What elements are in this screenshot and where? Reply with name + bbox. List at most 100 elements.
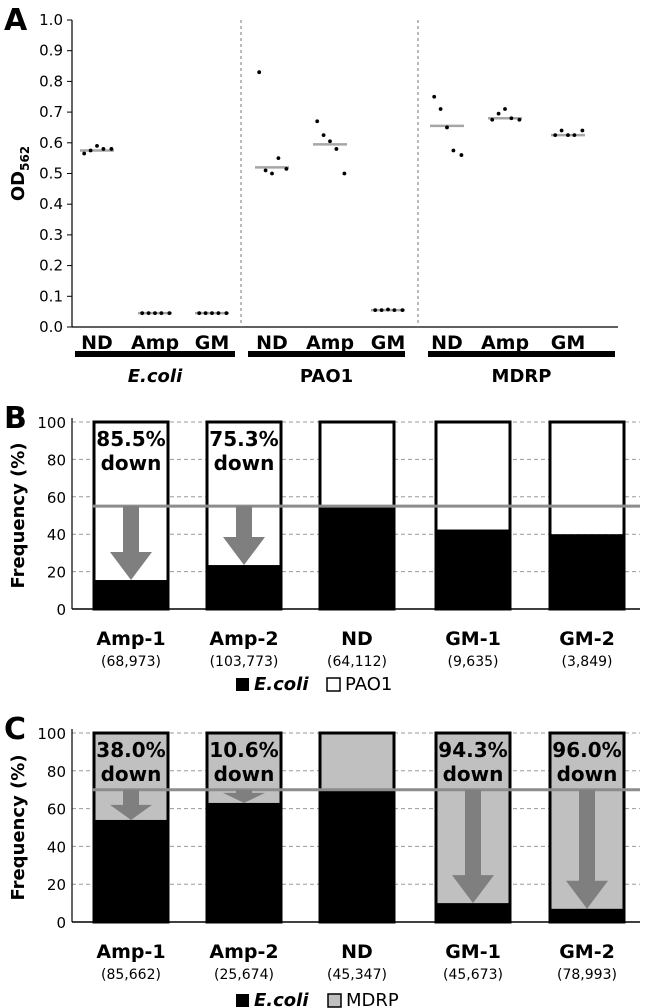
panel-a-data-point: [572, 133, 577, 138]
panel-b-count-label: (64,112): [327, 654, 387, 670]
panel-a-data-point: [509, 116, 514, 121]
panel-a-ytick-label: 0.3: [39, 226, 63, 244]
panel-b-bar-bottom-segment: [550, 534, 624, 609]
panel-a-data-point: [224, 311, 229, 316]
panel-a-data-point: [400, 308, 405, 313]
panel-c-ytick-label: 40: [47, 838, 66, 856]
panel-a-group-label: PAO1: [300, 366, 353, 387]
panel-b-ytick-label: 0: [56, 601, 66, 619]
panel-c-annotation-word: down: [557, 762, 618, 786]
panel-a-group-label: E.coli: [128, 366, 183, 387]
panel-c-category-label: Amp-2: [209, 941, 278, 963]
panel-b-category-label: GM-2: [559, 628, 615, 650]
panel-c-bar-bottom-segment: [320, 789, 394, 922]
panel-c-down-arrow: [223, 789, 265, 803]
panel-a-category-label: Amp: [481, 332, 529, 354]
panel-c-category-label: ND: [341, 941, 373, 963]
panel-c-down-arrow: [566, 789, 608, 909]
panel-c-category-label: Amp-1: [96, 941, 165, 963]
panel-a-data-point: [315, 119, 320, 124]
panel-b-category-label: Amp-2: [209, 628, 278, 650]
panel-a-data-point: [159, 311, 164, 316]
panel-b-category-label: ND: [341, 628, 373, 650]
panel-c-count-label: (78,993): [557, 967, 617, 983]
panel-c-bar-outline: [548, 731, 626, 924]
panel-b-bar-bottom-segment: [436, 529, 510, 609]
panel-b-bar-outline: [205, 420, 283, 611]
panel-b-bar-bottom-segment: [320, 506, 394, 609]
panel-a-ytick-label: 0.2: [39, 257, 63, 275]
panel-a-category-label: GM: [195, 332, 230, 354]
panel-c-bar-bottom-segment: [550, 908, 624, 922]
panel-b-annotation-percent: 85.5%: [96, 427, 165, 451]
panel-a-data-point: [490, 117, 495, 122]
panel-c-annotation-word: down: [443, 762, 504, 786]
panel-a-data-point: [101, 147, 106, 151]
panel-a-data-point: [197, 311, 202, 316]
panel-a-group-label: MDRP: [492, 366, 552, 387]
panel-c-bar-outline: [434, 731, 512, 924]
panel-c-annotation-word: down: [101, 762, 162, 786]
panel-c-annotation-percent: 38.0%: [96, 738, 165, 762]
panel-b-ytick-label: 80: [47, 451, 66, 469]
panel-a-data-point: [146, 311, 151, 316]
panel-b-count-label: (68,973): [101, 654, 161, 670]
panel-a-ytick-label: 0.5: [39, 165, 63, 183]
panel-a-category-label: Amp: [131, 332, 179, 354]
panel-c-ytick-label: 100: [37, 725, 66, 743]
panel-c-bar-outline: [205, 731, 283, 924]
panel-b-category-label: GM-1: [445, 628, 501, 650]
legend-swatch-ecoli: [236, 994, 249, 1007]
panel-c-bar-bottom-segment: [436, 903, 510, 922]
panel-a-y-label: OD562: [8, 146, 32, 201]
panel-b: B 0 20 40 60 80 100 Frequency (%) Amp-1 (68,973) A…: [4, 401, 640, 695]
panel-c-count-label: (45,673): [443, 967, 503, 983]
legend-label-second: MDRP: [346, 990, 399, 1008]
panel-c-y-label: Frequency (%): [8, 754, 29, 900]
panel-b-bar-bottom-segment: [94, 580, 168, 609]
panel-a-y-label-sub: 562: [18, 146, 32, 171]
panel-a-data-point: [566, 133, 570, 138]
panel-b-count-label: (103,773): [210, 654, 279, 670]
panel-a: A 0.0 0.1 0.2 0.3 0.4 0.5 0.6 0.7 0.8 0.9 1.0 OD562 N…: [4, 3, 618, 387]
panel-b-ytick-label: 20: [47, 564, 66, 582]
panel-a-data-point: [373, 308, 378, 313]
panel-b-annotation-percent: 75.3%: [209, 427, 278, 451]
legend-label-ecoli: E.coli: [254, 990, 309, 1008]
panel-a-data-point: [445, 125, 449, 130]
panel-c-ytick-label: 60: [47, 801, 66, 819]
panel-b-bar-outline: [92, 420, 170, 611]
panel-a-data-point: [321, 133, 326, 138]
panel-b-down-arrow: [110, 506, 152, 581]
panel-c-bar-top-segment: [320, 733, 394, 790]
panel-a-data-point: [263, 168, 268, 173]
panel-a-ytick-label: 0.0: [39, 318, 63, 336]
panel-b-annotation-word: down: [214, 451, 275, 475]
panel-b-bar-outline: [548, 420, 626, 611]
panel-a-group-bar: [75, 351, 235, 357]
panel-a-category-label: ND: [81, 332, 113, 354]
panel-c-count-label: (45,347): [327, 967, 387, 983]
panel-c-letter: C: [4, 712, 26, 747]
panel-a-data-point: [342, 171, 347, 176]
panel-a-data-point: [553, 133, 558, 138]
panel-b-bar-outline: [434, 420, 512, 611]
panel-c-annotation-word: down: [214, 762, 275, 786]
panel-a-data-point: [88, 148, 93, 153]
panel-b-letter: B: [4, 401, 27, 436]
panel-b-bar-top-segment: [436, 422, 510, 530]
panel-a-data-point: [459, 153, 464, 157]
panel-a-data-point: [432, 94, 437, 99]
panel-c-annotation-percent: 94.3%: [438, 738, 507, 762]
panel-c-annotation-percent: 96.0%: [552, 738, 621, 762]
panel-a-data-point: [559, 128, 564, 133]
panel-a-data-point: [334, 147, 339, 151]
panel-a-data-point: [386, 307, 390, 312]
panel-b-annotation-word: down: [101, 451, 162, 475]
panel-a-data-point: [580, 128, 585, 133]
panel-a-ytick-label: 0.8: [39, 72, 63, 90]
panel-a-group-bar: [248, 351, 405, 357]
panel-a-ytick-label: 0.1: [39, 287, 63, 305]
panel-a-data-point: [284, 166, 289, 171]
